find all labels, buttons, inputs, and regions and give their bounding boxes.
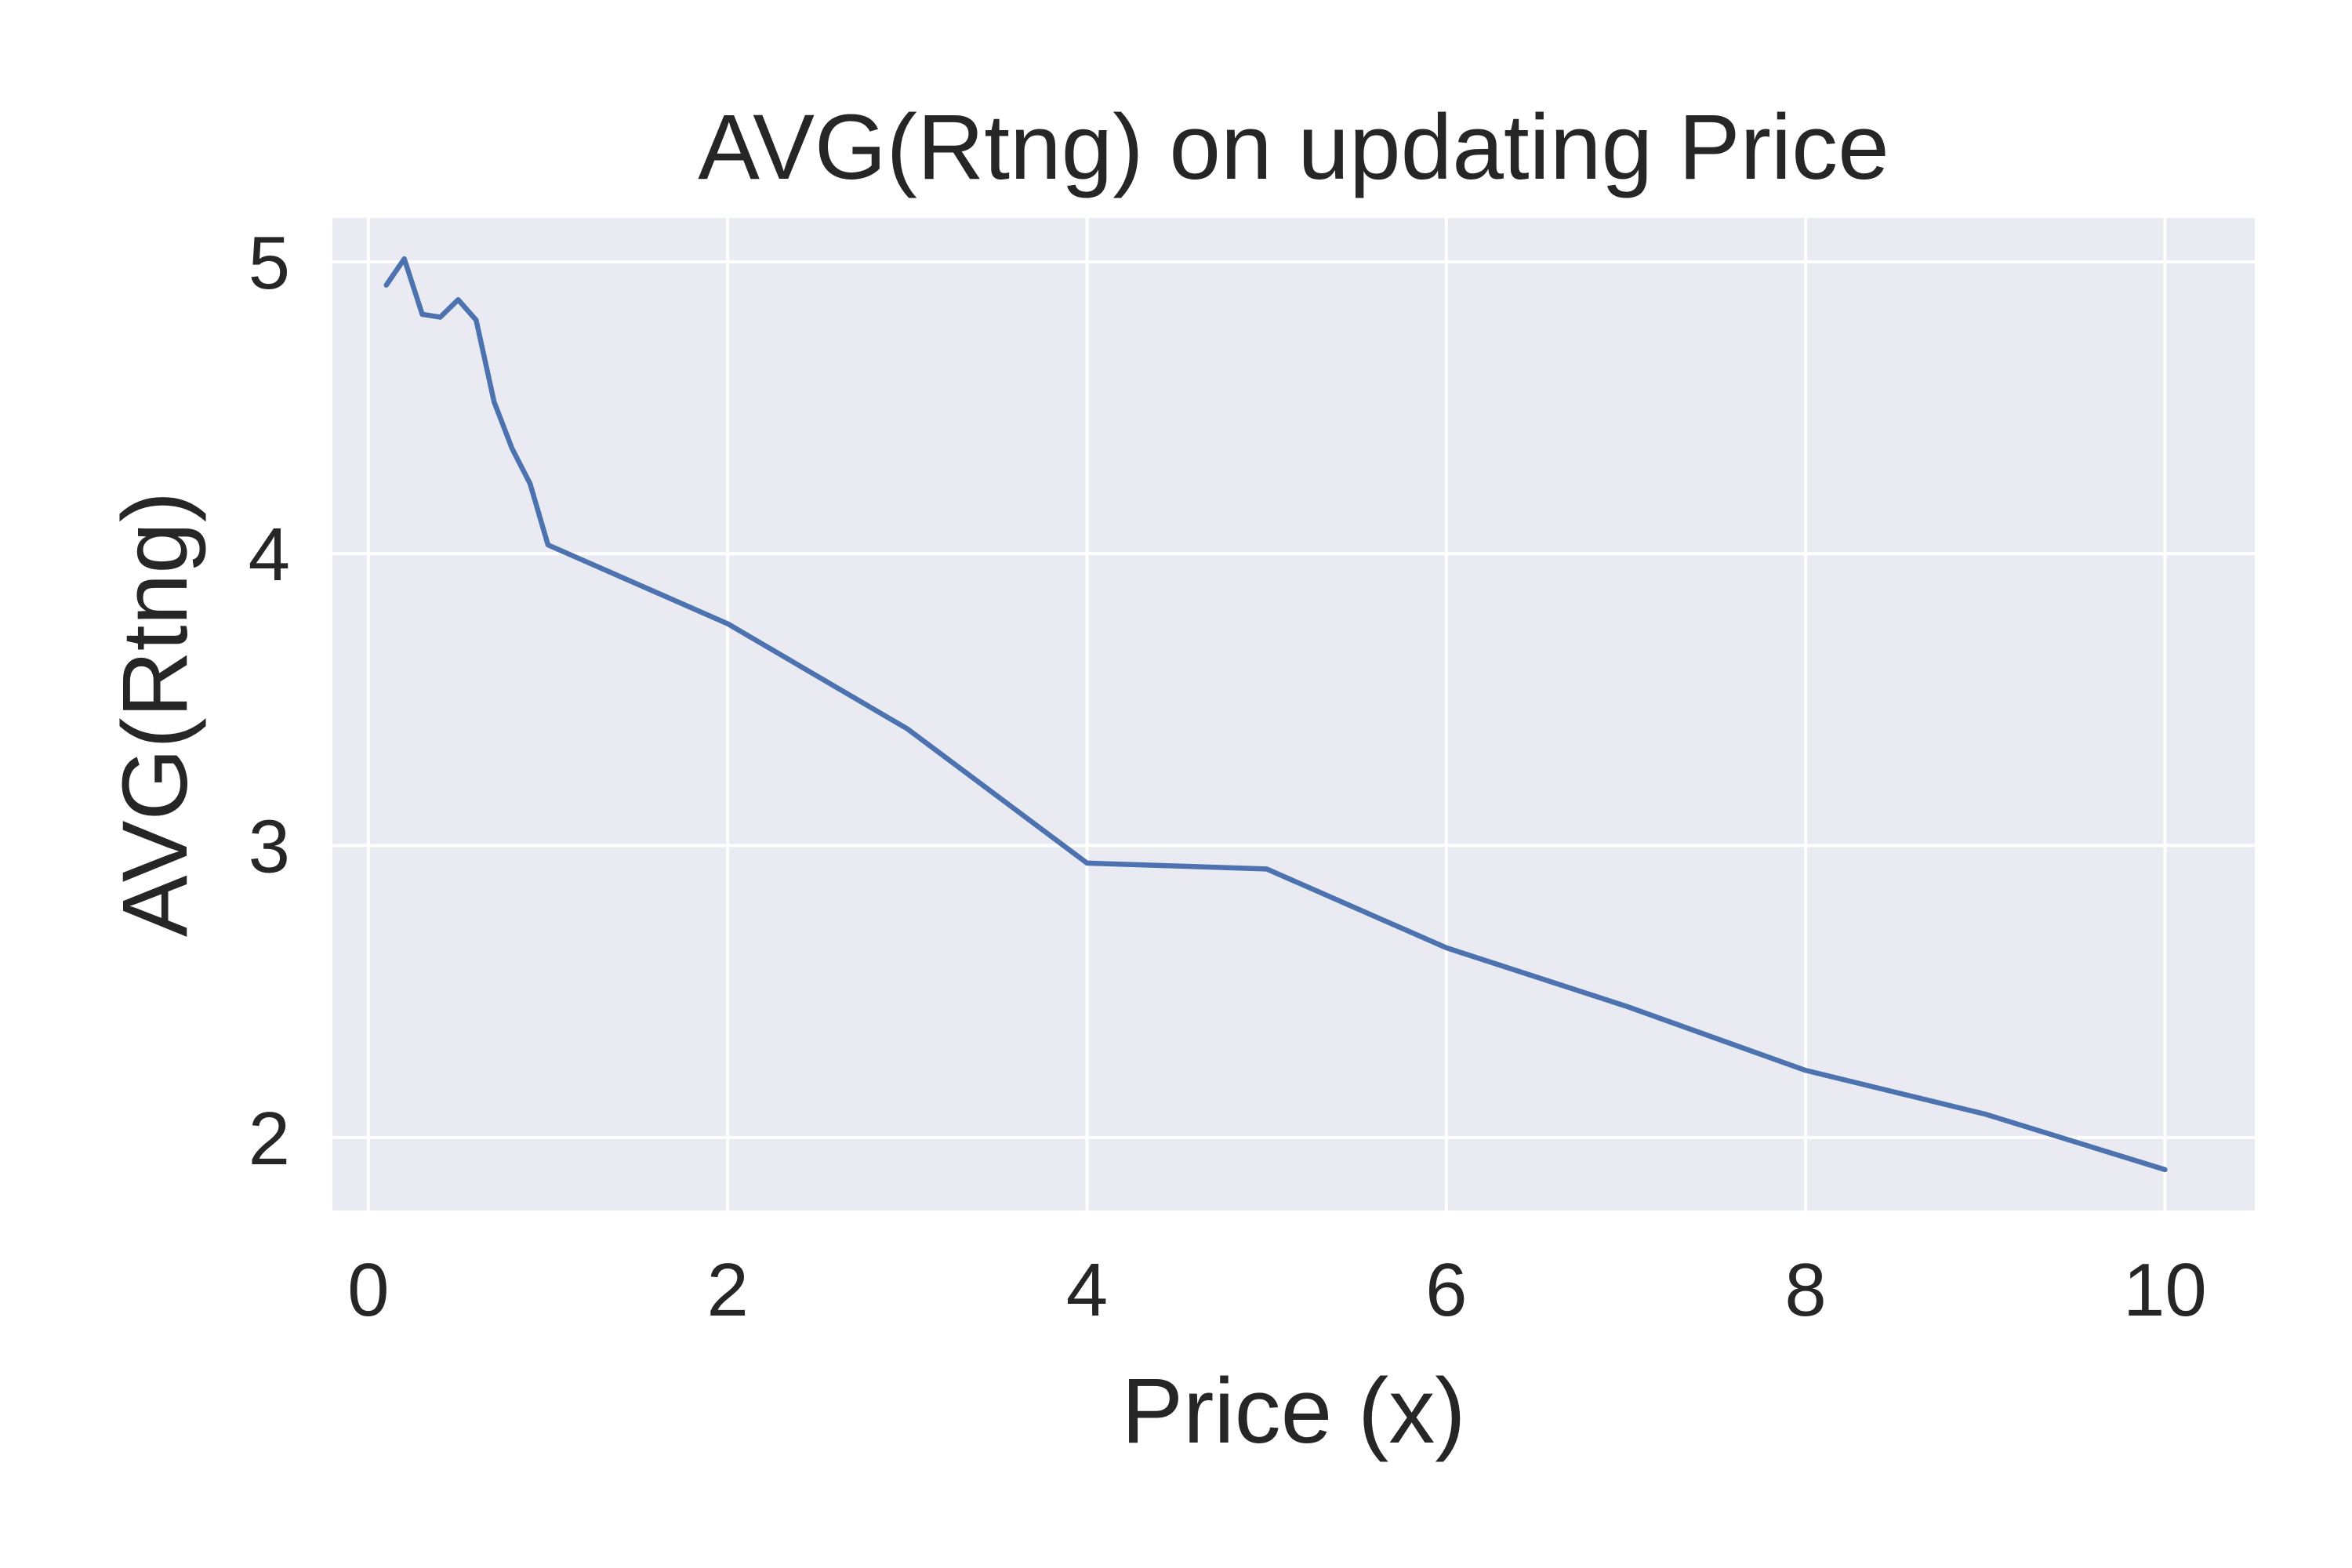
x-tick-label: 2	[706, 1248, 748, 1332]
x-tick-label: 0	[347, 1248, 389, 1332]
grid-lines	[332, 218, 2255, 1210]
series-layer	[383, 256, 2168, 1173]
x-tick-label: 4	[1066, 1248, 1108, 1332]
plot-area	[332, 218, 2255, 1210]
y-axis-label: AVG(Rtng)	[103, 492, 207, 937]
x-tick-label: 6	[1425, 1248, 1467, 1332]
chart-title: AVG(Rtng) on updating Price	[698, 96, 1889, 199]
y-tick-label: 4	[249, 513, 290, 597]
x-tick-label: 8	[1784, 1248, 1826, 1332]
x-axis-label: Price (x)	[1121, 1359, 1465, 1463]
y-tick-label: 5	[249, 221, 290, 305]
y-tick-label: 2	[249, 1097, 290, 1181]
y-tick-label: 3	[249, 805, 290, 889]
x-tick-label: 10	[2123, 1248, 2207, 1332]
